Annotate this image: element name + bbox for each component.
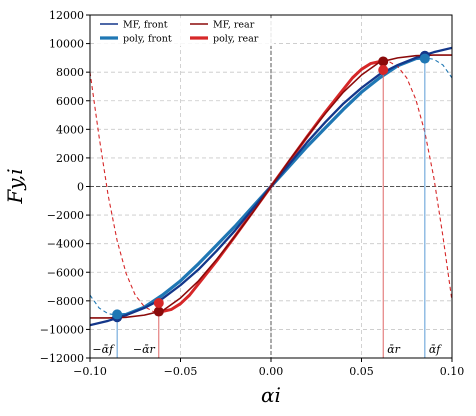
y-tick-label: −6000: [47, 266, 84, 279]
x-tick-label: 0.05: [349, 365, 374, 378]
legend: MF, front poly, front MF, rear poly, rear: [94, 18, 274, 46]
y-tick-label: −10000: [40, 323, 84, 336]
limit-label: −ᾱf: [92, 343, 115, 356]
y-tick-label: 8000: [56, 66, 84, 79]
y-tick-label: 12000: [49, 9, 84, 22]
y-tick-label: 0: [77, 181, 84, 194]
x-tick-label: 0.10: [440, 365, 465, 378]
series-mf-rear-line: [90, 54, 452, 319]
legend-label: poly, front: [123, 34, 172, 45]
limit-marker: [153, 306, 164, 317]
y-tick-label: 6000: [56, 95, 84, 108]
legend-label: poly, rear: [213, 34, 259, 45]
legend-box: [94, 18, 274, 46]
x-tick-label: −0.05: [164, 365, 198, 378]
x-tick-label: −0.10: [73, 365, 107, 378]
legend-label: MF, rear: [213, 20, 255, 31]
limit-marker: [378, 56, 389, 67]
limit-marker: [419, 53, 430, 64]
limit-marker: [112, 309, 123, 320]
y-tick-label: −8000: [47, 295, 84, 308]
limit-label: −ᾱr: [133, 343, 156, 356]
limit-marker: [153, 297, 164, 308]
x-axis-title: αi: [261, 383, 281, 407]
y-tick-label: −2000: [47, 209, 84, 222]
annotations: −ᾱf −ᾱr ᾱr ᾱf: [92, 343, 442, 356]
y-tick-label: 2000: [56, 152, 84, 165]
limit-label: ᾱf: [429, 343, 442, 356]
y-tick-label: 4000: [56, 123, 84, 136]
markers: [112, 50, 430, 323]
limit-marker: [378, 65, 389, 76]
x-ticks: −0.10 −0.05 0.00 0.05 0.10: [73, 358, 464, 378]
y-axis-title: Fy,i: [3, 168, 27, 204]
legend-label: MF, front: [123, 20, 168, 31]
limit-lines: [116, 57, 426, 358]
y-tick-label: −4000: [47, 238, 84, 251]
y-ticks: −12000 −10000 −8000 −6000 −4000 −2000 0 2000 400…: [40, 9, 90, 365]
curves: [90, 46, 452, 327]
y-tick-label: −12000: [40, 352, 84, 365]
x-tick-label: 0.00: [259, 365, 284, 378]
y-tick-label: 10000: [49, 38, 84, 51]
limit-label: ᾱr: [387, 343, 400, 356]
